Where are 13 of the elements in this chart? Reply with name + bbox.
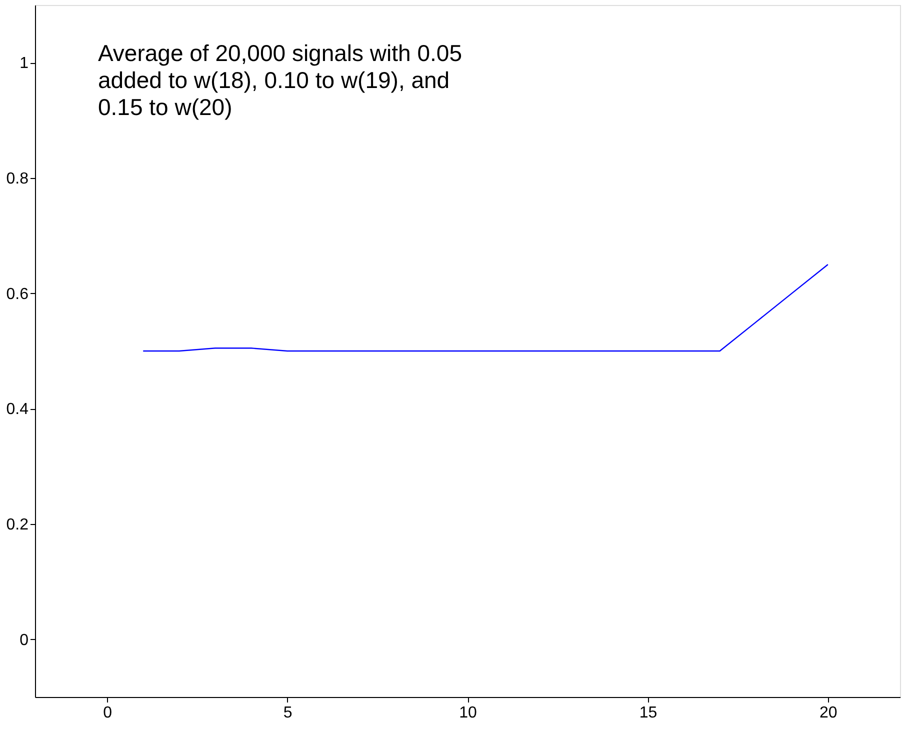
y-tick-label: 0.2 [6, 516, 29, 534]
x-tick-label: 5 [283, 704, 292, 722]
y-tick-label: 0 [20, 632, 29, 649]
y-tick-label: 1 [20, 55, 29, 72]
y-tick-label: 0.6 [6, 286, 29, 303]
x-tick-label: 15 [639, 704, 658, 722]
x-tick-label: 10 [459, 704, 477, 722]
y-tick-label: 0.4 [6, 401, 29, 418]
y-tick-label: 0.8 [6, 170, 29, 188]
x-tick-label: 20 [820, 704, 838, 722]
x-tick-label: 0 [103, 704, 112, 722]
line-series [142, 264, 829, 352]
annotation: Average of 20,000 signals with 0.05 added to w(18), 0.10 to w(19), and 0.15 to w(20) [98, 40, 462, 120]
